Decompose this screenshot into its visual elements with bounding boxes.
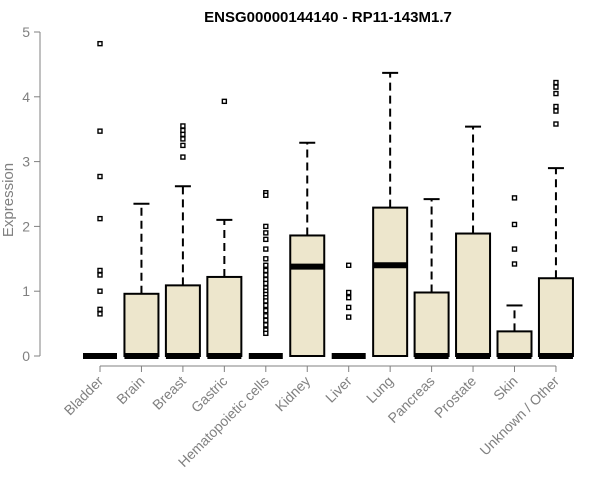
outlier-point — [553, 103, 559, 110]
outlier-point — [346, 262, 352, 268]
outlier-point — [263, 267, 269, 274]
outlier-point — [263, 272, 269, 278]
outlier-point — [97, 306, 103, 313]
box-rect — [372, 206, 409, 357]
box-hematopoietic-cells — [248, 190, 283, 359]
y-axis-label: Expression — [0, 163, 17, 237]
outlier-point — [221, 98, 228, 105]
outlier-point — [553, 121, 559, 127]
box-rect — [206, 275, 243, 357]
box-bladder — [83, 40, 117, 359]
outlier-point — [97, 173, 103, 180]
box-skin — [496, 195, 533, 359]
outlier-point — [263, 298, 269, 304]
box-rect — [496, 330, 533, 358]
box-rect — [289, 234, 326, 357]
outlier-point — [346, 294, 352, 301]
outlier-point — [263, 307, 269, 314]
outlier-point — [180, 136, 186, 142]
x-tick-label: Prostate — [431, 373, 479, 421]
box-prostate — [455, 125, 492, 359]
outlier-point — [511, 221, 518, 228]
outlier-point — [263, 302, 269, 309]
x-tick-label: Liver — [322, 373, 355, 406]
outlier-point — [263, 236, 269, 243]
outlier-point — [553, 79, 559, 86]
outlier-point — [553, 90, 559, 97]
box-liver — [331, 262, 366, 359]
box-brain — [123, 202, 160, 359]
box-rect — [164, 284, 201, 358]
outlier-point — [511, 261, 518, 267]
outlier-point — [346, 314, 352, 320]
x-tick-label: Skin — [490, 373, 521, 404]
y-axis: 0 1 2 3 4 5 — [22, 24, 41, 364]
x-tick-label: Bladder — [61, 373, 107, 419]
box-breast — [164, 123, 201, 359]
outlier-point — [553, 84, 559, 90]
x-tick-label: Unknown / Other — [476, 373, 562, 459]
outlier-point — [97, 40, 103, 47]
outlier-point — [511, 195, 518, 201]
y-tick-label: 3 — [22, 154, 30, 170]
outlier-point — [346, 289, 352, 296]
box-rect — [123, 292, 160, 357]
x-tick-label: Kidney — [272, 373, 314, 415]
y-tick-label: 4 — [22, 89, 30, 105]
outlier-point — [346, 304, 352, 311]
outlier-point — [180, 154, 186, 160]
box-lung — [372, 71, 409, 357]
x-tick-label: Breast — [149, 373, 189, 413]
outlier-point — [263, 313, 269, 319]
box-rect — [413, 291, 450, 358]
y-tick-label: 0 — [22, 348, 30, 364]
outlier-point — [263, 317, 269, 324]
box-pancreas — [413, 198, 450, 359]
y-tick-label: 1 — [22, 283, 30, 299]
box-kidney — [289, 141, 326, 357]
outlier-point — [263, 223, 269, 230]
outlier-point — [263, 280, 269, 287]
outlier-point — [97, 128, 103, 134]
outlier-point — [97, 272, 103, 278]
outlier-point — [263, 246, 269, 252]
chart-title: ENSG00000144140 - RP11-143M1.7 — [204, 9, 452, 26]
outlier-point — [97, 215, 103, 222]
y-tick-label: 5 — [22, 24, 30, 40]
outlier-point — [97, 288, 103, 294]
outlier-point — [263, 262, 269, 268]
box-rect — [455, 232, 492, 357]
outlier-point — [97, 267, 103, 274]
x-tick-label: Lung — [363, 373, 396, 406]
outlier-point — [180, 142, 186, 149]
plot-area — [83, 40, 574, 359]
y-tick-label: 2 — [22, 218, 30, 234]
outlier-point — [263, 330, 269, 337]
outlier-point — [263, 256, 269, 262]
box-gastric — [206, 98, 243, 359]
x-tick-label: Brain — [113, 373, 147, 407]
outlier-point — [263, 322, 269, 328]
box-rect — [537, 277, 574, 357]
outlier-point — [180, 123, 186, 129]
outlier-point — [97, 311, 103, 317]
outlier-point — [263, 192, 269, 198]
outlier-point — [180, 131, 186, 138]
outlier-point — [263, 230, 269, 236]
outlier-point — [553, 108, 559, 114]
outlier-point — [511, 246, 518, 252]
box-unknown-other — [537, 79, 574, 359]
